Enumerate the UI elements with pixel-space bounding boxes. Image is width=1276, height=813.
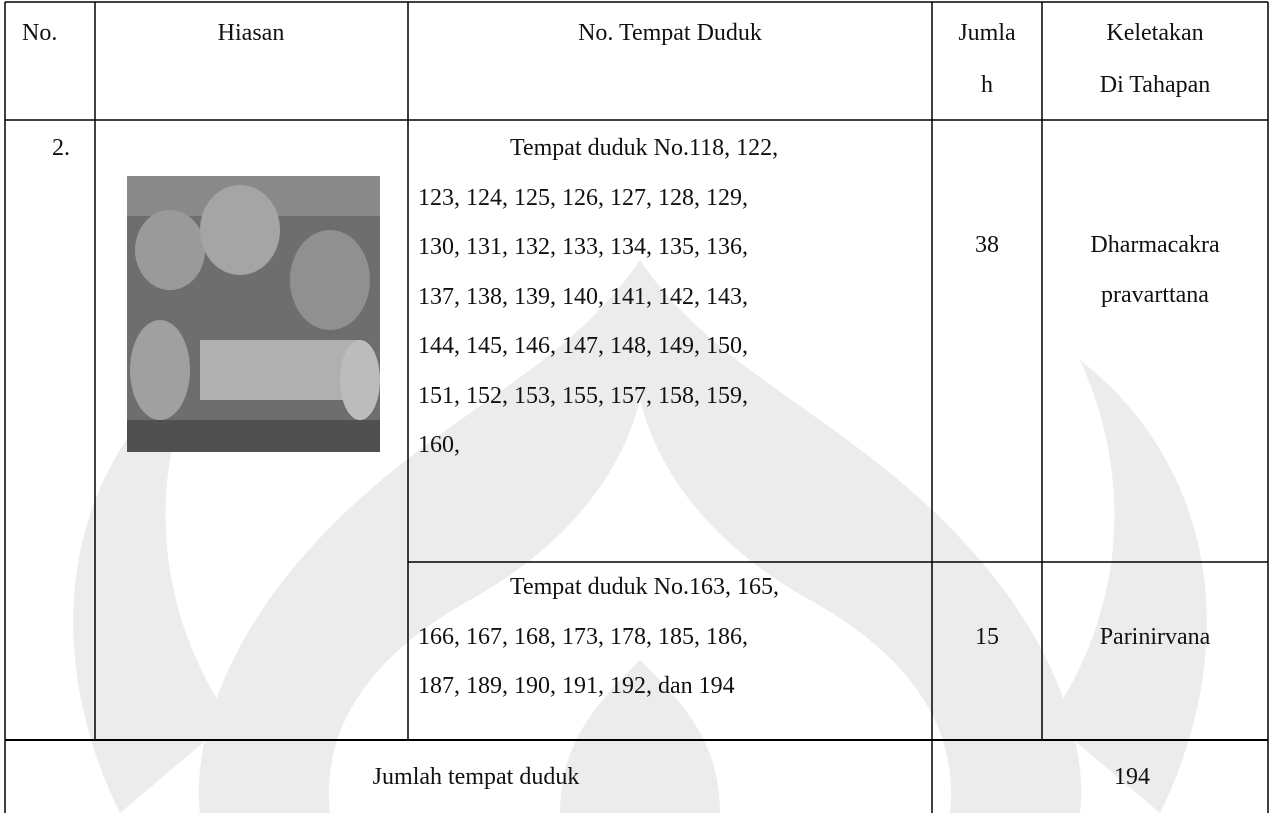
seat-list-line: 144, 145, 146, 147, 148, 149, 150, — [418, 333, 748, 359]
seat-list-line: Tempat duduk No.163, 165, — [510, 574, 779, 600]
seat-list-line: 137, 138, 139, 140, 141, 142, 143, — [418, 283, 748, 310]
total-value: 194 — [1114, 764, 1150, 790]
seat-list-line: 187, 189, 190, 191, 192, dan 194 — [418, 673, 735, 699]
header-cell: Hiasan — [217, 20, 285, 46]
seat-list-line: 166, 167, 168, 173, 178, 185, 186, — [418, 623, 748, 650]
stage-cell: pravarttana — [1101, 282, 1209, 308]
stage-cell: Parinirvana — [1099, 624, 1211, 650]
seat-list-line: Tempat duduk No.118, 122, — [510, 135, 779, 161]
count-cell: 38 — [975, 232, 999, 258]
seat-list-line: 123, 124, 125, 126, 127, 128, 129, — [418, 184, 748, 211]
total-label: Jumlah tempat duduk — [372, 764, 580, 790]
cell-borders — [4, 1, 1269, 813]
header-cell: No. — [22, 20, 58, 46]
seat-list-line: 160, — [418, 432, 460, 458]
row-number: 2. — [52, 135, 70, 161]
header-cell: No. Tempat Duduk — [578, 20, 762, 46]
header-cell: h — [981, 72, 993, 98]
header-cell: Keletakan — [1106, 20, 1204, 46]
header-cell: Di Tahapan — [1099, 72, 1211, 98]
header-cell: Jumla — [958, 20, 1016, 46]
watermark — [73, 260, 1207, 813]
seat-list-line: 130, 131, 132, 133, 134, 135, 136, — [418, 234, 748, 260]
relief-image — [127, 176, 380, 452]
count-cell: 15 — [975, 624, 999, 650]
stage-cell: Dharmacakra — [1090, 232, 1220, 258]
seat-list-line: 151, 152, 153, 155, 157, 158, 159, — [418, 382, 748, 409]
